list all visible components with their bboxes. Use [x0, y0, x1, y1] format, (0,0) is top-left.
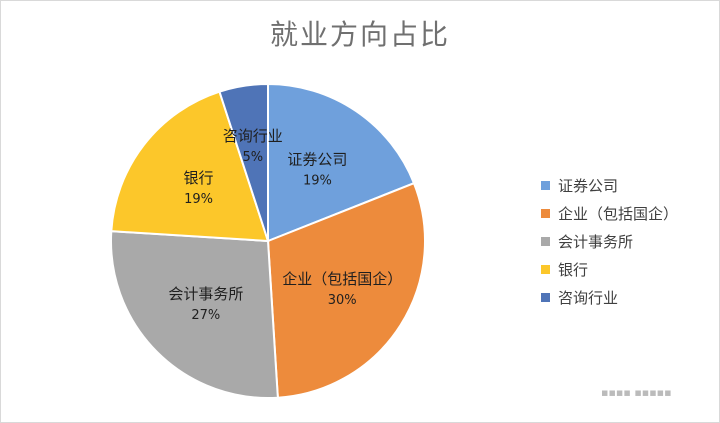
slice-label-3: 会计事务所 — [168, 285, 243, 303]
legend-label: 会计事务所 — [558, 232, 634, 251]
slice-value-2: 30% — [328, 293, 357, 308]
pie-slice-3 — [110, 230, 279, 399]
pie-slice-1 — [267, 82, 416, 243]
legend-swatch — [541, 264, 550, 274]
legend-swatch — [541, 208, 550, 218]
slice-label-5: 咨询行业 — [223, 127, 283, 145]
legend-item-1: 证券公司 — [541, 171, 678, 199]
slice-value-1: 19% — [303, 173, 332, 188]
slice-value-4: 19% — [184, 192, 213, 207]
legend-swatch — [541, 292, 550, 302]
legend-label: 银行 — [558, 260, 589, 279]
legend: 证券公司企业（包括国企） 会计事务所银行咨询行业 — [541, 171, 678, 311]
legend-item-2: 企业（包括国企） — [541, 199, 678, 227]
legend-swatch — [541, 180, 550, 190]
legend-item-5: 咨询行业 — [541, 283, 678, 311]
legend-item-4: 银行 — [541, 255, 678, 283]
legend-label: 咨询行业 — [558, 288, 619, 307]
slice-label-2: 企业（包括国企） — [282, 270, 402, 288]
pie-slice-4 — [110, 90, 270, 243]
pie-slice-5 — [218, 82, 269, 242]
watermark: ▪▪▪▪ ▪▪▪▪▪ — [601, 386, 672, 399]
pie-slice-2 — [266, 181, 426, 399]
legend-item-3: 会计事务所 — [541, 227, 678, 255]
slice-label-1: 证券公司 — [287, 150, 347, 168]
chart-title: 就业方向占比 — [269, 18, 450, 51]
slice-value-5: 5% — [242, 150, 263, 165]
legend-swatch — [541, 236, 550, 246]
slice-label-4: 银行 — [184, 169, 214, 187]
legend-label: 企业（包括国企） — [558, 204, 679, 223]
slice-value-3: 27% — [191, 308, 220, 323]
legend-label: 证券公司 — [558, 176, 619, 195]
